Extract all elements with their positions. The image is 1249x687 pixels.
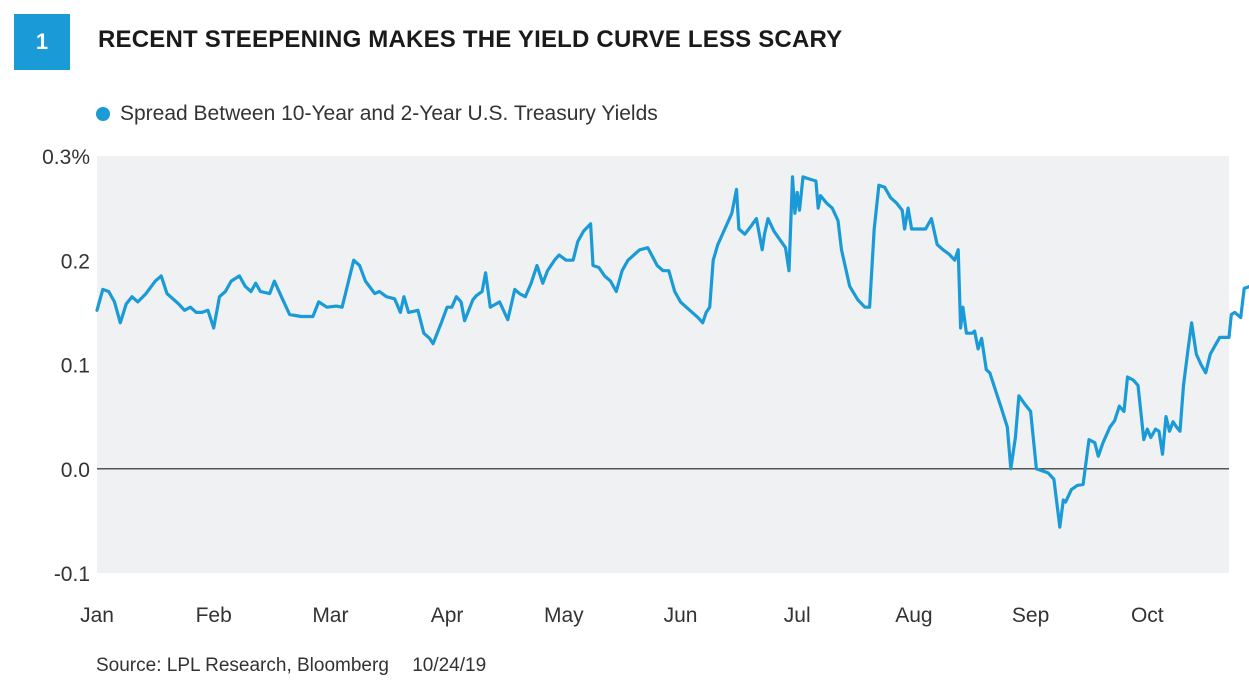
x-tick-label: Jun <box>664 604 698 627</box>
x-tick-label: Jul <box>784 604 811 627</box>
legend-dot-icon <box>96 107 110 121</box>
x-tick-label: Aug <box>895 604 932 627</box>
series-line-spread <box>95 175 1249 529</box>
source-date: 10/24/19 <box>412 655 487 676</box>
plot-area <box>97 156 1229 573</box>
x-axis: Jan Feb Mar Apr May Jun Jul Aug Sep Oct <box>80 604 1164 627</box>
y-tick-label: 0.0 <box>61 459 90 482</box>
y-tick-label: 0.3% <box>42 146 90 169</box>
x-tick-label: Feb <box>196 604 232 627</box>
x-tick-label: Oct <box>1131 604 1164 627</box>
x-tick-label: May <box>544 604 584 627</box>
x-tick-label: Sep <box>1012 604 1049 627</box>
x-tick-label: Jan <box>80 604 114 627</box>
legend-entry-label: Spread Between 10-Year and 2-Year U.S. T… <box>120 102 658 125</box>
source-text: Source: LPL Research, Bloomberg <box>96 655 389 676</box>
y-tick-label: -0.1 <box>54 563 90 586</box>
figure-number-badge: 1 <box>14 14 70 70</box>
y-tick-label: 0.2 <box>61 250 90 273</box>
x-tick-label: Apr <box>431 604 464 627</box>
y-tick-label: 0.1 <box>61 355 90 378</box>
chart-title: Recent Steepening Makes the Yield Curve … <box>98 26 843 53</box>
chart-legend: Spread Between 10-Year and 2-Year U.S. T… <box>96 102 658 126</box>
y-axis: 0.3% 0.2 0.1 0.0 -0.1 <box>42 146 90 586</box>
source-note: Source: LPL Research, Bloomberg 10/24/19 <box>96 655 486 677</box>
x-tick-label: Mar <box>312 604 348 627</box>
